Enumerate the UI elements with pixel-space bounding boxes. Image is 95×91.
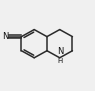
Text: N: N — [2, 32, 9, 41]
Text: H: H — [58, 58, 63, 64]
Text: N: N — [57, 47, 63, 56]
